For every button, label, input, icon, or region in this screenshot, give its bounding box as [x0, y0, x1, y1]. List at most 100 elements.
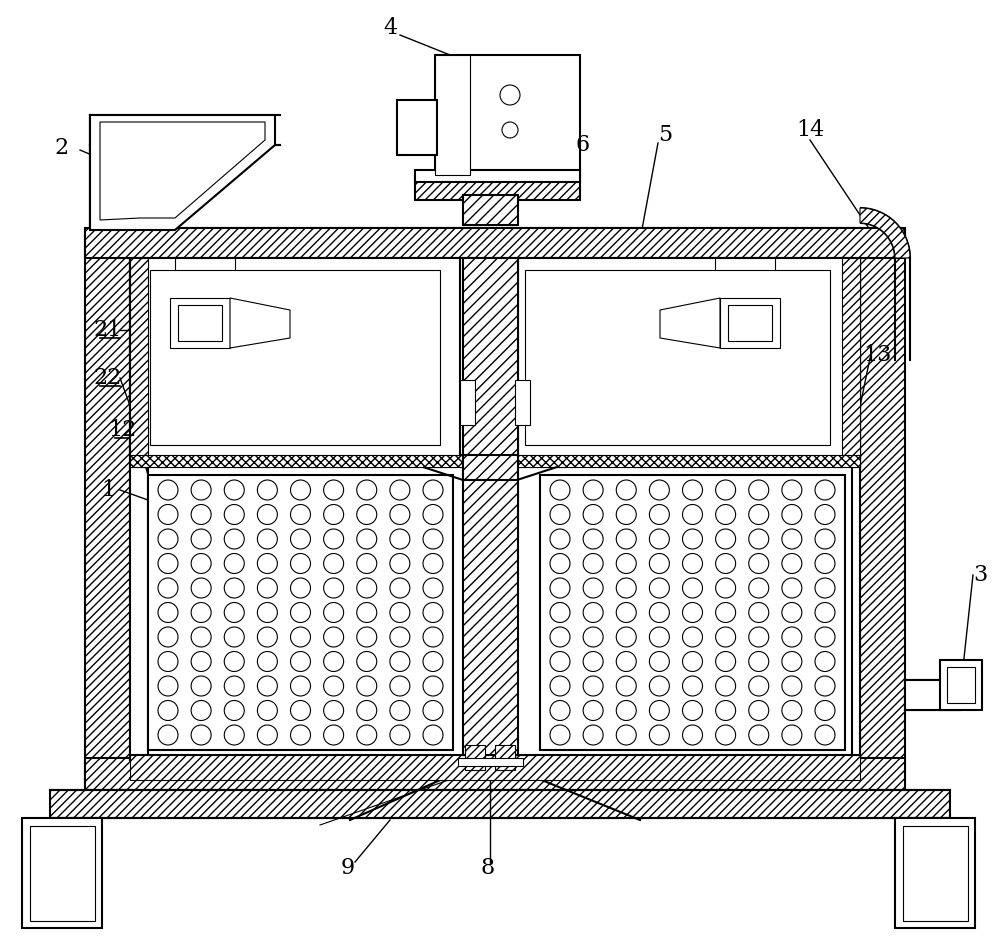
- Circle shape: [649, 578, 669, 598]
- Circle shape: [324, 676, 344, 696]
- Circle shape: [749, 529, 769, 549]
- Circle shape: [324, 504, 344, 524]
- Circle shape: [583, 603, 603, 623]
- Circle shape: [224, 480, 244, 500]
- Circle shape: [257, 725, 277, 745]
- Circle shape: [290, 725, 310, 745]
- Circle shape: [158, 651, 178, 671]
- Circle shape: [583, 578, 603, 598]
- Text: 1: 1: [101, 479, 115, 501]
- Bar: [170, 298, 230, 348]
- Bar: [465, 745, 485, 770]
- Circle shape: [550, 504, 570, 524]
- Circle shape: [357, 480, 377, 500]
- Circle shape: [423, 651, 443, 671]
- Circle shape: [616, 651, 636, 671]
- Circle shape: [815, 554, 835, 574]
- Circle shape: [616, 701, 636, 720]
- Circle shape: [749, 701, 769, 720]
- Circle shape: [224, 627, 244, 647]
- Circle shape: [158, 676, 178, 696]
- Circle shape: [257, 603, 277, 623]
- Text: 3: 3: [973, 564, 987, 586]
- Circle shape: [390, 554, 410, 574]
- Circle shape: [550, 701, 570, 720]
- Circle shape: [290, 701, 310, 720]
- Circle shape: [815, 578, 835, 598]
- Circle shape: [357, 701, 377, 720]
- Circle shape: [583, 725, 603, 745]
- Circle shape: [158, 578, 178, 598]
- Bar: [525, 270, 830, 445]
- Circle shape: [682, 529, 702, 549]
- Circle shape: [423, 504, 443, 524]
- Circle shape: [716, 529, 736, 549]
- Bar: [495, 745, 515, 770]
- Circle shape: [782, 480, 802, 500]
- Bar: [150, 270, 440, 445]
- Circle shape: [423, 529, 443, 549]
- Circle shape: [324, 725, 344, 745]
- Circle shape: [583, 529, 603, 549]
- Circle shape: [257, 504, 277, 524]
- Circle shape: [324, 578, 344, 598]
- Circle shape: [257, 554, 277, 574]
- Circle shape: [257, 701, 277, 720]
- Circle shape: [423, 701, 443, 720]
- Circle shape: [158, 504, 178, 524]
- Circle shape: [191, 480, 211, 500]
- Circle shape: [390, 480, 410, 500]
- Circle shape: [324, 480, 344, 500]
- Circle shape: [782, 627, 802, 647]
- Circle shape: [583, 651, 603, 671]
- Circle shape: [782, 504, 802, 524]
- Circle shape: [550, 627, 570, 647]
- Bar: [715, 258, 775, 276]
- Circle shape: [682, 480, 702, 500]
- Circle shape: [716, 701, 736, 720]
- Circle shape: [616, 676, 636, 696]
- Circle shape: [224, 504, 244, 524]
- Circle shape: [583, 676, 603, 696]
- Circle shape: [749, 651, 769, 671]
- Circle shape: [324, 627, 344, 647]
- Circle shape: [191, 676, 211, 696]
- Circle shape: [257, 651, 277, 671]
- Circle shape: [749, 578, 769, 598]
- Circle shape: [390, 603, 410, 623]
- Circle shape: [649, 603, 669, 623]
- Circle shape: [158, 603, 178, 623]
- Circle shape: [324, 701, 344, 720]
- Circle shape: [390, 578, 410, 598]
- Circle shape: [616, 603, 636, 623]
- Circle shape: [815, 676, 835, 696]
- Circle shape: [616, 529, 636, 549]
- Text: 2: 2: [55, 137, 69, 159]
- Circle shape: [191, 578, 211, 598]
- Circle shape: [423, 578, 443, 598]
- Circle shape: [390, 725, 410, 745]
- Circle shape: [782, 651, 802, 671]
- Circle shape: [357, 627, 377, 647]
- Circle shape: [682, 603, 702, 623]
- Circle shape: [158, 725, 178, 745]
- Circle shape: [290, 627, 310, 647]
- Circle shape: [357, 529, 377, 549]
- Text: 8: 8: [481, 857, 495, 879]
- Circle shape: [324, 529, 344, 549]
- Circle shape: [290, 504, 310, 524]
- Bar: [463, 258, 518, 538]
- Circle shape: [682, 627, 702, 647]
- Text: 14: 14: [796, 119, 824, 141]
- Circle shape: [324, 651, 344, 671]
- Circle shape: [583, 480, 603, 500]
- Text: 6: 6: [576, 134, 590, 156]
- Circle shape: [290, 578, 310, 598]
- Bar: [175, 258, 235, 276]
- Circle shape: [224, 603, 244, 623]
- Circle shape: [616, 554, 636, 574]
- Circle shape: [390, 627, 410, 647]
- Circle shape: [682, 676, 702, 696]
- Circle shape: [716, 603, 736, 623]
- Circle shape: [649, 725, 669, 745]
